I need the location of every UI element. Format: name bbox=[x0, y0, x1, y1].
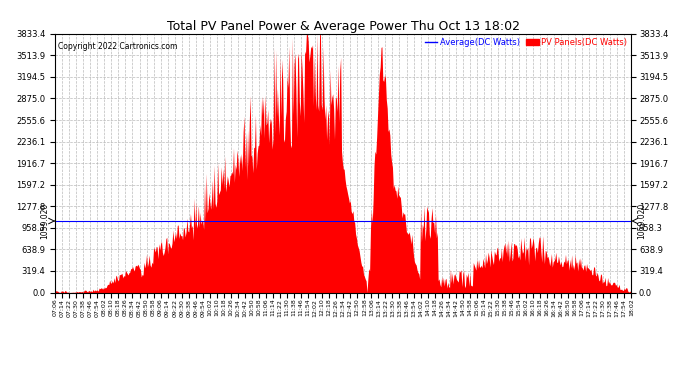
Legend: Average(DC Watts), PV Panels(DC Watts): Average(DC Watts), PV Panels(DC Watts) bbox=[424, 38, 627, 47]
Text: 1059.020: 1059.020 bbox=[41, 203, 50, 239]
Text: 1059.020: 1059.020 bbox=[637, 203, 646, 239]
Title: Total PV Panel Power & Average Power Thu Oct 13 18:02: Total PV Panel Power & Average Power Thu… bbox=[167, 20, 520, 33]
Text: Copyright 2022 Cartronics.com: Copyright 2022 Cartronics.com bbox=[58, 42, 177, 51]
